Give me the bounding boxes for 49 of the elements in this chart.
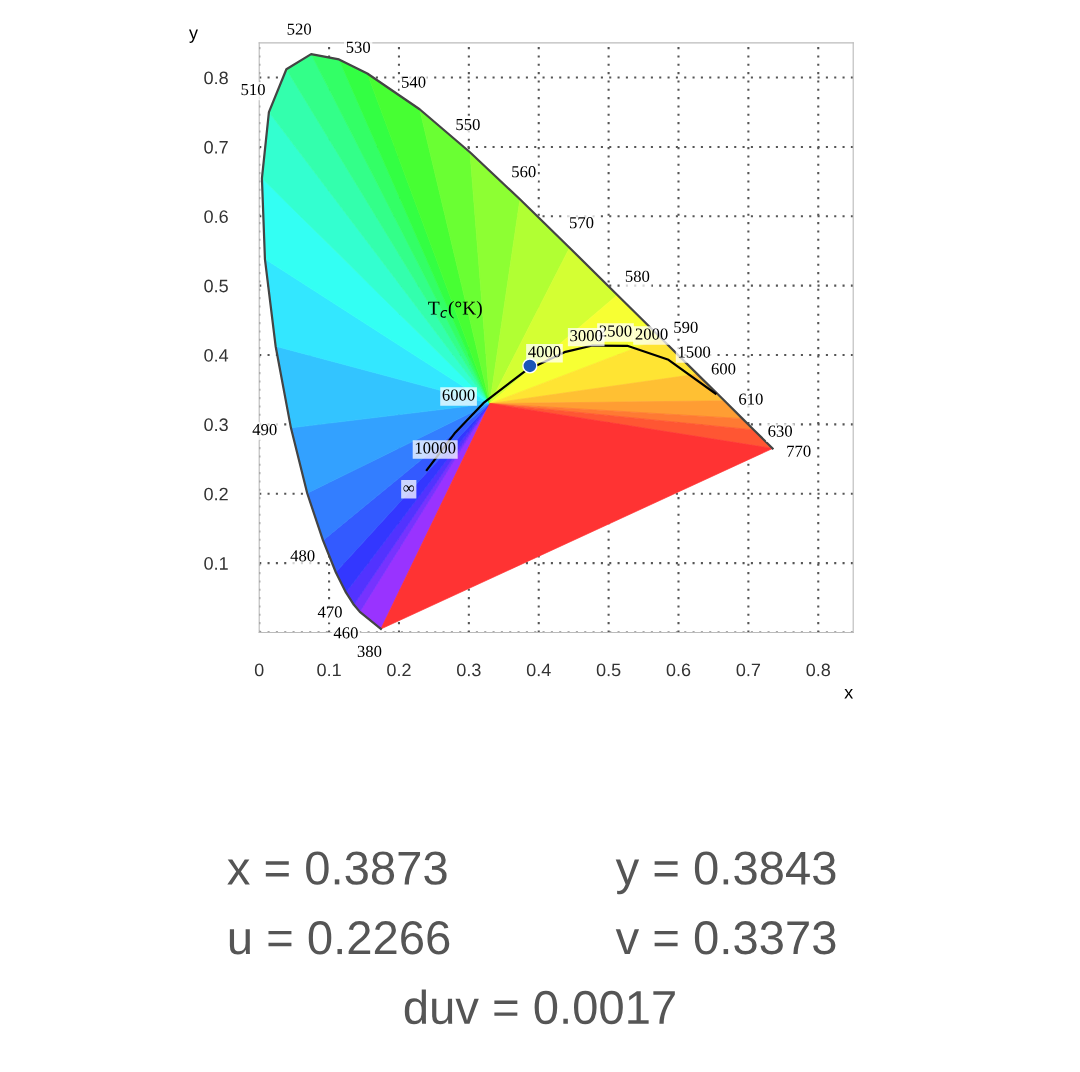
text: y = 0.3843 <box>615 851 836 895</box>
annotation: 380 <box>357 645 382 657</box>
x-tick-label: 0.3 <box>457 663 481 677</box>
annotation: 610 <box>739 393 763 405</box>
annotation: 6000 <box>442 389 475 401</box>
annotation: 460 <box>333 627 358 639</box>
y-tick-label: 0.7 <box>204 140 228 154</box>
annotation: 770 <box>787 445 811 457</box>
x-tick-label: 0.6 <box>666 663 691 677</box>
annotation: 560 <box>512 166 536 178</box>
annotation: 530 <box>346 41 371 53</box>
annotation: 2000 <box>635 328 668 340</box>
y-tick-label: 0.2 <box>204 487 228 501</box>
annotation: 540 <box>402 76 426 88</box>
annotation: 580 <box>625 270 650 282</box>
annotation: 4000 <box>528 346 561 358</box>
x-tick-label: 0.2 <box>387 663 411 677</box>
annotation: 1500 <box>678 346 711 358</box>
text: x = 0.3873 <box>227 851 447 885</box>
x-tick-label: 0.1 <box>317 663 341 677</box>
annotation: 630 <box>768 425 793 437</box>
y-tick-label: 0.5 <box>204 279 228 293</box>
annotation: ∞ <box>403 485 415 492</box>
y-tick-label: 0.8 <box>204 71 228 85</box>
annotation: 570 <box>569 217 594 229</box>
x-axis-title: x <box>844 688 854 699</box>
annotation: 10000 <box>415 442 456 454</box>
x-tick-label: 0.5 <box>596 663 621 677</box>
text: u = 0.2266 <box>229 921 450 955</box>
annotation: 510 <box>241 83 265 96</box>
annotation: 550 <box>456 118 480 131</box>
text: v = 0.3373 <box>615 921 836 955</box>
annotation: 490 <box>252 424 277 436</box>
y-tick-label: 0.4 <box>204 348 229 362</box>
annotation: 600 <box>711 363 736 375</box>
x-tick-label: 0.4 <box>526 663 551 677</box>
annotation: 480 <box>290 550 315 562</box>
annotation: T$_{c}$(°K) <box>428 300 482 319</box>
y-tick-label: 0.6 <box>204 210 228 224</box>
annotation: 520 <box>287 23 312 35</box>
annotation: 470 <box>317 606 342 618</box>
text: duv = 0.0017 <box>404 989 675 1025</box>
y-tick-label: 0.1 <box>204 557 228 570</box>
x-tick-label: 0.7 <box>736 663 761 677</box>
x-tick-label: 0.8 <box>806 663 831 677</box>
x-tick-label: 0 <box>254 663 264 677</box>
y-tick-label: 0.3 <box>204 418 228 432</box>
y-axis-title: y <box>189 29 198 43</box>
annotation: 590 <box>674 321 698 333</box>
